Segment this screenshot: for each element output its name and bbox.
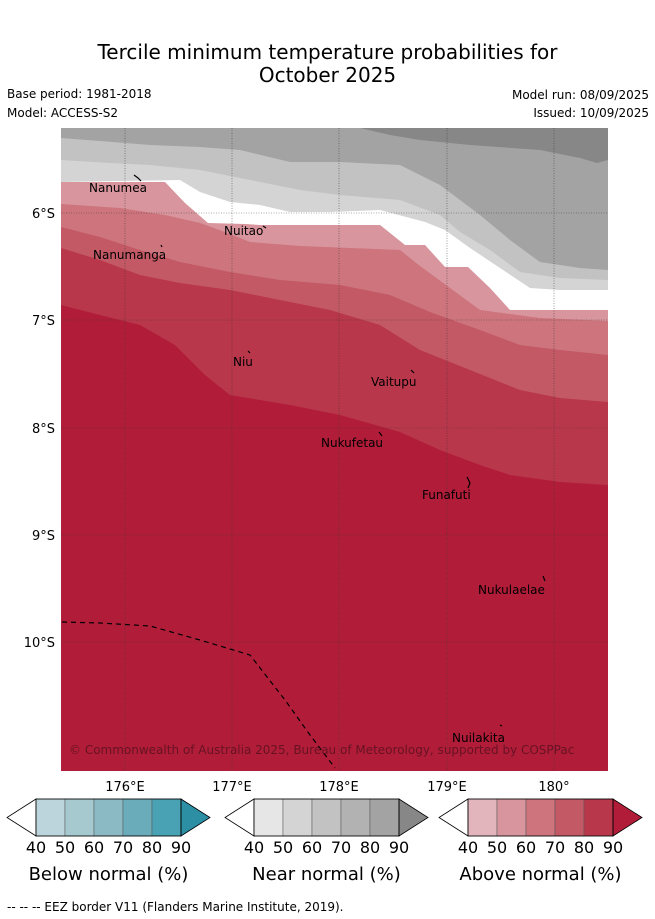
below-normal-tick-label: 40 <box>26 838 46 857</box>
near-normal-segment <box>340 798 371 837</box>
above-normal-segment <box>525 798 556 837</box>
lat-tick-10s: 10°S <box>24 636 55 651</box>
above-normal-low-extend <box>438 798 469 837</box>
lon-tick-178e: 178°E <box>319 780 359 795</box>
colorbar-legends: 40 50 60 70 80 90 Below normal (%) 40 50 60 70 80 90… <box>6 798 643 885</box>
label-nanumanga: Nanumanga <box>93 248 166 262</box>
island-nuitao <box>262 225 267 229</box>
above-normal-colorbar: 40 50 60 70 80 90 Above normal (%) <box>438 798 643 885</box>
latitude-ticks: 6°S 7°S 8°S 9°S 10°S <box>24 207 55 651</box>
label-nanumea: Nanumea <box>89 181 147 195</box>
map-title: Tercile minimum temperature probabilitie… <box>0 41 655 87</box>
label-funafuti: Funafuti <box>422 488 471 502</box>
issued-date: Issued: 10/09/2025 <box>533 106 649 120</box>
copyright-notice: © Commonwealth of Australia 2025, Bureau… <box>69 743 574 757</box>
model-run: Model run: 08/09/2025 <box>511 88 649 102</box>
band-near-80 <box>360 128 608 163</box>
above-normal-tick-label: 80 <box>574 838 594 857</box>
above-normal-tick-label: 50 <box>487 838 507 857</box>
probability-contours <box>61 128 608 771</box>
above-normal-tick-label: 40 <box>458 838 478 857</box>
below-normal-tick-label: 50 <box>55 838 75 857</box>
above-normal-segment <box>554 798 585 837</box>
lat-tick-9s: 9°S <box>32 529 55 544</box>
lon-tick-180: 180° <box>538 780 569 795</box>
graticule <box>61 128 608 771</box>
label-nuilakita: Nuilakita <box>452 731 505 745</box>
near-normal-tick-label: 60 <box>302 838 322 857</box>
lat-tick-8s: 8°S <box>32 422 55 437</box>
island-funafuti <box>466 476 471 489</box>
island-nanumanga <box>160 244 163 248</box>
below-normal-tick-label: 70 <box>113 838 133 857</box>
below-normal-high-extend <box>180 798 211 837</box>
island-niu <box>247 350 251 354</box>
band-near-70 <box>61 128 608 270</box>
above-normal-segment <box>496 798 527 837</box>
lat-tick-6s: 6°S <box>32 207 55 222</box>
eez-border <box>61 621 336 769</box>
below-normal-colorbar: 40 50 60 70 80 90 Below normal (%) <box>6 798 211 885</box>
near-normal-segment <box>253 798 284 837</box>
below-normal-tick-label: 60 <box>84 838 104 857</box>
island-nuilakita <box>499 724 503 727</box>
island-outlines <box>133 174 546 727</box>
label-nukulaelae: Nukulaelae <box>478 583 545 597</box>
lon-tick-177e: 177°E <box>212 780 252 795</box>
above-normal-tick-label: 60 <box>516 838 536 857</box>
model-name: Model: ACCESS-S2 <box>7 106 119 120</box>
below-normal-tick-label: 80 <box>142 838 162 857</box>
near-normal-tick-label: 50 <box>273 838 293 857</box>
label-nukufetau: Nukufetau <box>321 436 383 450</box>
near-normal-title: Near normal (%) <box>252 864 401 885</box>
place-labels: Nanumea Nuitao Nanumanga Niu Vaitupu Nuk… <box>89 181 545 745</box>
near-normal-tick-label: 40 <box>244 838 264 857</box>
title-line-2: October 2025 <box>258 63 397 87</box>
near-normal-tick-label: 80 <box>360 838 380 857</box>
near-normal-tick-label: 90 <box>389 838 409 857</box>
lon-tick-176e: 176°E <box>105 780 145 795</box>
above-normal-tick-label: 70 <box>545 838 565 857</box>
below-normal-low-extend <box>6 798 37 837</box>
near-normal-segment <box>369 798 400 837</box>
below-normal-title: Below normal (%) <box>29 864 189 885</box>
longitude-ticks: 176°E 177°E 178°E 179°E 180° <box>105 780 569 795</box>
lon-tick-179e: 179°E <box>427 780 467 795</box>
label-vaitupu: Vaitupu <box>371 375 417 389</box>
base-period: Base period: 1981-2018 <box>7 87 152 101</box>
label-niu: Niu <box>233 355 253 369</box>
above-normal-title: Above normal (%) <box>459 864 621 885</box>
above-normal-tick-label: 90 <box>603 838 623 857</box>
above-normal-segment <box>583 798 614 837</box>
near-normal-low-extend <box>224 798 255 837</box>
above-normal-segment <box>467 798 498 837</box>
island-vaitupu <box>410 369 415 374</box>
above-normal-high-extend <box>612 798 643 837</box>
below-normal-segment <box>122 798 153 837</box>
below-normal-segment <box>151 798 182 837</box>
island-nukufetau <box>378 431 383 437</box>
below-normal-segment <box>64 798 95 837</box>
lat-tick-7s: 7°S <box>32 314 55 329</box>
eez-footnote: -- -- -- EEZ border V11 (Flanders Marine… <box>7 900 344 914</box>
island-nukulaelae <box>542 575 546 582</box>
near-normal-segment <box>311 798 342 837</box>
title-line-1: Tercile minimum temperature probabilitie… <box>97 40 558 64</box>
island-nanumea <box>133 174 142 182</box>
below-normal-tick-label: 90 <box>171 838 191 857</box>
near-normal-tick-label: 70 <box>331 838 351 857</box>
near-normal-segment <box>282 798 313 837</box>
below-normal-segment <box>35 798 66 837</box>
below-normal-segment <box>93 798 124 837</box>
label-nuitao: Nuitao <box>224 224 263 238</box>
near-normal-colorbar: 40 50 60 70 80 90 Near normal (%) <box>224 798 429 885</box>
near-normal-high-extend <box>398 798 429 837</box>
